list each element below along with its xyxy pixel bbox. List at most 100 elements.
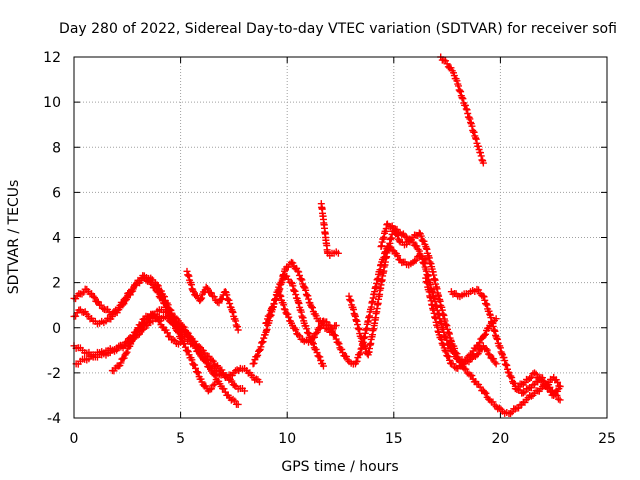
data-point	[317, 321, 325, 329]
data-point	[418, 254, 426, 262]
data-point	[482, 300, 490, 308]
data-point	[193, 368, 201, 376]
series-track-f	[183, 267, 242, 334]
data-point	[316, 353, 324, 361]
data-point	[294, 331, 302, 339]
data-point	[510, 379, 518, 387]
data-point	[477, 149, 485, 157]
data-point	[481, 388, 489, 396]
x-axis-label: GPS time / hours	[281, 459, 398, 475]
data-point	[479, 159, 487, 167]
data-point	[308, 304, 316, 312]
data-point	[464, 110, 472, 118]
data-point	[468, 372, 476, 380]
data-point	[281, 306, 289, 314]
data-point	[312, 345, 320, 353]
data-point	[255, 378, 263, 386]
data-point	[496, 344, 504, 352]
data-point	[144, 277, 152, 285]
data-point	[295, 271, 303, 279]
data-point	[285, 313, 293, 321]
data-point	[538, 376, 546, 384]
data-point	[412, 256, 420, 264]
data-point	[420, 237, 428, 245]
data-point	[478, 156, 486, 164]
data-point	[473, 351, 481, 359]
data-point	[529, 381, 537, 389]
data-point	[291, 287, 299, 295]
data-point	[313, 349, 321, 357]
data-point	[179, 337, 187, 345]
data-point	[211, 372, 219, 380]
data-point	[169, 335, 177, 343]
data-point	[206, 386, 214, 394]
data-point	[417, 232, 425, 240]
x-tick-label: 5	[176, 431, 185, 447]
data-point	[491, 401, 499, 409]
data-point	[474, 142, 482, 150]
data-point	[277, 292, 285, 300]
data-point	[470, 128, 478, 136]
data-point	[132, 328, 140, 336]
data-point	[198, 350, 206, 358]
data-point	[332, 321, 340, 329]
data-point	[388, 246, 396, 254]
data-point	[163, 329, 171, 337]
data-point	[194, 369, 202, 377]
series-track-k	[377, 220, 564, 417]
data-point	[228, 377, 236, 385]
data-point	[229, 395, 237, 403]
data-point	[119, 299, 127, 307]
data-point	[151, 284, 159, 292]
y-tick-label: 8	[52, 140, 61, 156]
data-point	[120, 354, 128, 362]
data-point	[465, 113, 473, 121]
data-point	[117, 359, 125, 367]
data-point	[183, 328, 191, 336]
data-point	[207, 289, 215, 297]
data-point	[532, 370, 540, 378]
data-point	[482, 345, 490, 353]
data-point	[304, 292, 312, 300]
data-point	[468, 122, 476, 130]
data-point	[260, 334, 268, 342]
data-point	[334, 338, 342, 346]
data-point	[202, 283, 210, 291]
data-point	[225, 296, 233, 304]
data-point	[481, 296, 489, 304]
data-point	[255, 346, 263, 354]
data-point	[308, 303, 316, 311]
x-tick-label: 0	[70, 431, 79, 447]
data-point	[511, 405, 519, 413]
data-point	[226, 300, 234, 308]
data-point	[494, 335, 502, 343]
data-point	[519, 389, 527, 397]
data-point	[476, 383, 484, 391]
data-point	[148, 310, 156, 318]
data-point	[482, 389, 490, 397]
data-point	[295, 332, 303, 340]
data-point	[89, 292, 97, 300]
data-point	[263, 319, 271, 327]
data-point	[298, 276, 306, 284]
data-point	[508, 374, 516, 382]
data-point	[437, 335, 445, 343]
data-point	[472, 135, 480, 143]
data-point	[401, 232, 409, 240]
x-tick-label: 20	[491, 431, 509, 447]
data-point	[451, 363, 459, 371]
data-point	[457, 88, 465, 96]
data-point	[206, 364, 214, 372]
data-point	[121, 294, 129, 302]
data-point	[233, 366, 241, 374]
data-point	[484, 350, 492, 358]
data-point	[483, 346, 491, 354]
data-point	[257, 343, 265, 351]
data-point	[554, 395, 562, 403]
data-point	[524, 385, 532, 393]
data-point	[411, 257, 419, 265]
data-point	[154, 316, 162, 324]
data-point	[275, 288, 283, 296]
data-point	[122, 293, 130, 301]
